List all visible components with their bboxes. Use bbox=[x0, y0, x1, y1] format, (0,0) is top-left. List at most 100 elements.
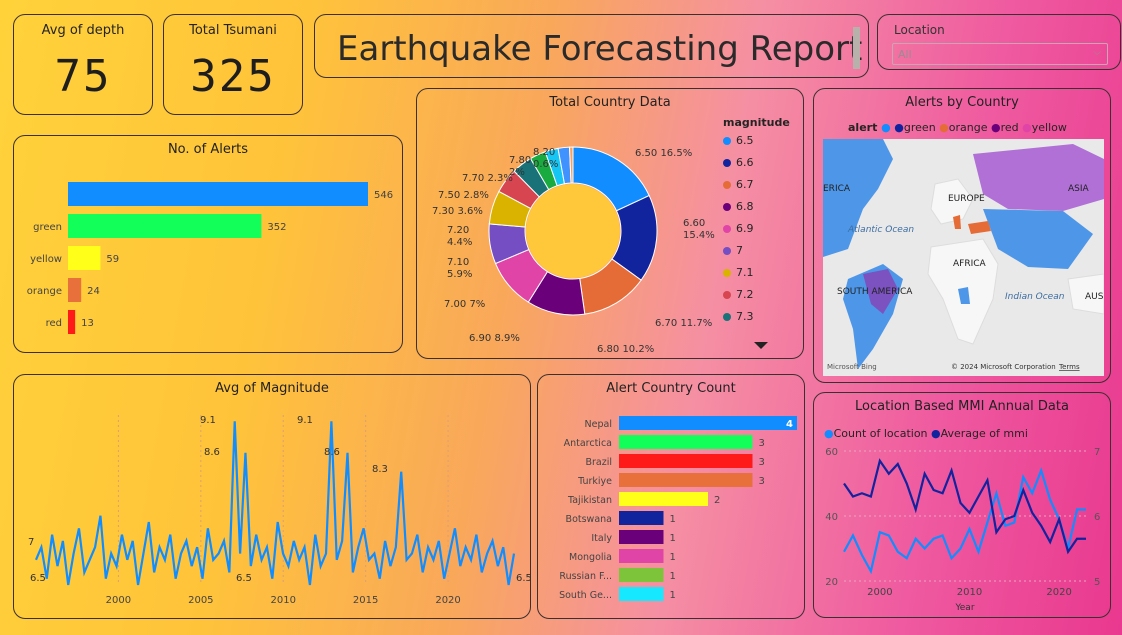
legend-label: 7.3 bbox=[736, 310, 754, 323]
data-label: 1 bbox=[670, 514, 676, 525]
category-label: South Ge... bbox=[559, 590, 612, 601]
category-label: orange bbox=[27, 286, 62, 297]
legend-item[interactable]: ●Average of mmi bbox=[931, 427, 1028, 440]
country-data-card: Total Country Data 6.50 16.5% 6.60 15.4% 6.… bbox=[416, 88, 804, 359]
mmi-legend: ●Count of location ●Average of mmi bbox=[824, 427, 1028, 440]
map-card: Alerts by Country alert ● ●green ●orange… bbox=[813, 88, 1111, 383]
report-title-box: Earthquake Forecasting Report bbox=[314, 14, 869, 78]
category-label: Turkiye bbox=[577, 476, 612, 487]
data-label: 3 bbox=[759, 438, 765, 449]
data-label: 3 bbox=[759, 476, 765, 487]
country-bar bbox=[619, 492, 708, 506]
legend-item[interactable]: 6.7 bbox=[723, 178, 754, 191]
magnitude-chart-card: Avg of Magnitude 2000 2005 2010 2015 2020 9.1… bbox=[13, 374, 532, 619]
map-legend: alert ● ●green ●orange ●red ●yellow bbox=[848, 121, 1067, 134]
alerts-chart-card: No. of Alerts 546 352 green 59 yellow 24 orang… bbox=[13, 135, 403, 353]
slicer-label: Location bbox=[894, 23, 945, 37]
attribution: © 2024 Microsoft Corporation bbox=[951, 363, 1056, 371]
callout-label: 7.10 bbox=[447, 257, 469, 268]
map-label: AFRICA bbox=[953, 259, 987, 269]
kpi-card-total-tsunami: Total Tsumani 325 bbox=[163, 14, 303, 115]
legend-item[interactable]: ●orange bbox=[939, 121, 991, 134]
y-tick-label: 40 bbox=[825, 512, 838, 523]
location-dropdown[interactable]: All ⌵ bbox=[892, 43, 1108, 65]
terms-link: Terms bbox=[1058, 363, 1080, 371]
data-label: 6.5 bbox=[516, 573, 532, 584]
category-label: Antarctica bbox=[564, 438, 612, 449]
kpi-value: 325 bbox=[190, 51, 276, 102]
mmi-line-chart: 20 40 60 5 6 7 2000 2010 2020 Year bbox=[825, 447, 1100, 613]
callout-label: 7.70 2.3% bbox=[462, 173, 513, 184]
world-map[interactable]: ERICA EUROPE ASIA Atlantic Ocean AFRICA SOUTH… bbox=[823, 139, 1104, 376]
legend-item[interactable]: ●green bbox=[894, 121, 940, 134]
scrollbar[interactable] bbox=[853, 27, 860, 69]
europe-shape bbox=[930, 178, 974, 225]
map-label: ERICA bbox=[823, 184, 851, 194]
legend-dot-icon bbox=[723, 181, 731, 189]
kpi-label: Total Tsumani bbox=[189, 23, 277, 38]
data-label: 1 bbox=[670, 590, 676, 601]
legend-item[interactable]: ●Count of location bbox=[824, 427, 932, 440]
australia-shape bbox=[1067, 273, 1104, 315]
chart-title: Total Country Data bbox=[549, 95, 671, 110]
x-tick-label: 2000 bbox=[867, 587, 892, 598]
legend-scroll-down-icon[interactable] bbox=[754, 342, 768, 350]
legend-item[interactable]: 6.6 bbox=[723, 156, 754, 169]
legend-label: 7.1 bbox=[736, 266, 754, 279]
legend-item[interactable]: 7 bbox=[723, 244, 743, 257]
alert-bar bbox=[68, 182, 368, 206]
alert-bar bbox=[68, 310, 76, 334]
callout-label: 6.50 16.5% bbox=[635, 148, 692, 159]
magnitude-line bbox=[34, 421, 516, 586]
map-canvas[interactable]: ERICA EUROPE ASIA Atlantic Ocean AFRICA SOUTH… bbox=[823, 139, 1104, 376]
avg-mmi-line bbox=[843, 458, 1086, 555]
data-label: 8.3 bbox=[372, 464, 388, 475]
legend-dot-icon bbox=[723, 137, 731, 145]
data-label: 3 bbox=[759, 457, 765, 468]
kpi-card-avg-depth: Avg of depth 75 bbox=[13, 14, 153, 115]
data-label: 1 bbox=[670, 571, 676, 582]
callout-label: 5.9% bbox=[447, 269, 472, 280]
legend-item[interactable]: 6.5 bbox=[723, 134, 754, 147]
donut-slice bbox=[569, 146, 574, 184]
callout-label: 8.20 bbox=[533, 147, 555, 158]
x-tick-label: 2000 bbox=[106, 595, 131, 606]
data-label: 1 bbox=[670, 552, 676, 563]
alert-bar bbox=[68, 214, 262, 238]
legend-item[interactable]: 7.1 bbox=[723, 266, 754, 279]
asia-shape bbox=[983, 209, 1093, 269]
category-label: red bbox=[46, 318, 62, 329]
donut-hole bbox=[526, 184, 620, 278]
x-tick-label: 2005 bbox=[188, 595, 213, 606]
legend-dot-icon bbox=[723, 203, 731, 211]
north-america-shape bbox=[823, 139, 893, 257]
legend-label: 6.8 bbox=[736, 200, 754, 213]
legend-item[interactable]: ●yellow bbox=[1022, 121, 1067, 134]
chart-title: Location Based MMI Annual Data bbox=[855, 399, 1069, 414]
country-count-card: Alert Country Count Nepal 4 Antarctica 3 Bra… bbox=[537, 374, 805, 619]
legend-item[interactable]: ●red bbox=[991, 121, 1023, 134]
legend-item[interactable]: 6.9 bbox=[723, 222, 754, 235]
category-label: Italy bbox=[591, 533, 612, 544]
kpi-label: Avg of depth bbox=[41, 23, 125, 38]
alert-bar bbox=[68, 246, 101, 270]
legend-item[interactable]: 7.2 bbox=[723, 288, 754, 301]
location-slicer: Location All ⌵ bbox=[877, 14, 1121, 70]
legend-item[interactable]: 6.8 bbox=[723, 200, 754, 213]
bing-logo: Microsoft Bing bbox=[827, 363, 877, 371]
x-tick-label: 2010 bbox=[957, 587, 982, 598]
legend-item[interactable]: ● bbox=[881, 121, 891, 134]
callout-label: 2% bbox=[509, 167, 525, 178]
data-label: 1 bbox=[670, 533, 676, 544]
chevron-down-icon[interactable]: ⌵ bbox=[1093, 47, 1101, 58]
category-label: Tajikistan bbox=[567, 495, 612, 506]
x-tick-label: 2010 bbox=[271, 595, 296, 606]
callout-label: 7.00 7% bbox=[444, 299, 485, 310]
count-location-line bbox=[843, 467, 1086, 575]
legend-item[interactable]: 7.3 bbox=[723, 310, 754, 323]
data-label: 352 bbox=[267, 222, 286, 233]
country-bar bbox=[619, 435, 753, 449]
legend-label: 6.9 bbox=[736, 222, 754, 235]
chart-title: Avg of Magnitude bbox=[215, 381, 329, 396]
